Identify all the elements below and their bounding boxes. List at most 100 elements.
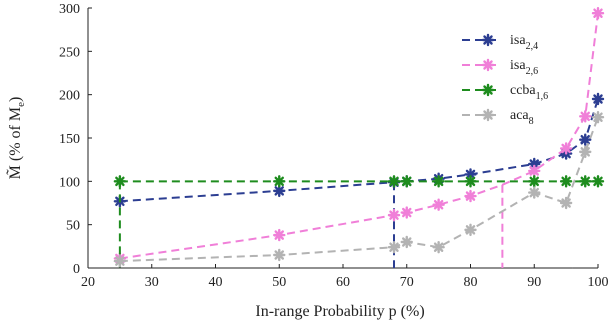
marker-core — [117, 178, 123, 184]
legend-marker — [481, 83, 495, 97]
marker-core — [485, 62, 491, 68]
data-point — [579, 175, 592, 188]
marker-core — [391, 244, 397, 250]
marker-core — [563, 200, 569, 206]
data-point — [528, 164, 541, 178]
legend-label: ccba1,6 — [510, 83, 548, 102]
marker-core — [467, 193, 474, 199]
y-axis-title-main: M̃ (% of M — [6, 107, 24, 179]
data-point — [387, 208, 401, 222]
data-point — [591, 110, 605, 124]
marker-core — [391, 178, 397, 184]
marker-core — [531, 190, 537, 196]
marker-core — [485, 87, 491, 93]
plot-area: 0 50 100 150 200 250 300 20 30 40 50 60 70 80 90 100 — [59, 2, 609, 290]
marker-core — [467, 178, 474, 184]
x-tick-label: 90 — [527, 275, 541, 290]
data-point — [464, 168, 477, 181]
data-point — [464, 175, 477, 188]
legend: isa2,4 isa2,6 ccba1,6 aca8 — [462, 33, 548, 127]
marker-core — [276, 178, 282, 184]
marker-core — [117, 258, 123, 264]
y-tick-label: 100 — [59, 175, 80, 190]
data-point — [591, 92, 605, 106]
marker-core — [563, 145, 569, 151]
legend-marker — [481, 108, 495, 122]
data-point — [273, 248, 286, 262]
data-point — [387, 240, 401, 254]
data-point — [432, 175, 445, 188]
x-tick-label: 70 — [400, 275, 414, 290]
marker-core — [595, 10, 601, 16]
data-point — [273, 228, 286, 242]
y-axis-title-close: ) — [7, 97, 24, 102]
data-point — [387, 175, 401, 188]
data-point — [591, 6, 605, 20]
data-point — [579, 110, 592, 123]
marker-core — [531, 161, 537, 167]
data-point — [464, 223, 477, 237]
legend-entry: isa2,4 — [462, 33, 538, 52]
y-tick-label: 0 — [73, 262, 80, 277]
marker-core — [582, 178, 588, 184]
data-point — [528, 175, 541, 188]
marker-core — [436, 202, 442, 208]
x-tick-label: 80 — [464, 275, 478, 290]
marker-core — [276, 232, 282, 238]
marker-core — [531, 178, 537, 184]
legend-marker — [481, 58, 495, 72]
marker-core — [276, 188, 282, 194]
marker-core — [467, 171, 474, 177]
legend-label: aca8 — [510, 108, 534, 127]
data-point — [113, 254, 127, 268]
data-point — [559, 196, 573, 210]
legend-entry: isa2,6 — [462, 58, 538, 77]
marker-core — [595, 178, 601, 184]
data-point — [273, 175, 286, 188]
marker-core — [436, 178, 442, 184]
marker-core — [595, 96, 601, 102]
series-ccba-1-6 — [113, 175, 605, 268]
y-tick-label: 200 — [59, 89, 80, 104]
x-tick-label: 30 — [145, 275, 159, 290]
data-point — [432, 240, 445, 254]
data-point — [528, 186, 541, 199]
data-point — [559, 175, 573, 188]
marker-core — [276, 252, 282, 258]
data-point — [432, 198, 445, 211]
marker-core — [436, 244, 442, 250]
legend-entry: aca8 — [462, 108, 534, 127]
y-tick-label: 300 — [59, 2, 80, 17]
legend-marker — [481, 33, 495, 47]
y-axis-title: M̃ (% of Me) — [6, 97, 27, 180]
series-line — [119, 116, 599, 263]
y-tick-label: 150 — [59, 132, 80, 147]
data-point — [464, 189, 477, 203]
series-aca-8 — [113, 110, 605, 268]
data-point — [400, 175, 413, 188]
data-point — [559, 142, 573, 155]
marker-core — [582, 137, 588, 143]
x-tick-label: 20 — [81, 275, 95, 290]
marker-core — [485, 37, 491, 43]
marker-core — [467, 227, 474, 233]
marker-core — [582, 149, 588, 155]
series-isa-2-6 — [113, 6, 605, 268]
y-tick-label: 50 — [66, 219, 80, 234]
x-tick-label: 100 — [588, 275, 609, 290]
marker-core — [595, 114, 601, 120]
y-tick-label: 250 — [59, 45, 80, 60]
marker-core — [563, 178, 569, 184]
x-tick-label: 50 — [272, 275, 286, 290]
marker-core — [404, 178, 410, 184]
series-line — [119, 98, 599, 203]
x-tick-label: 60 — [336, 275, 350, 290]
x-tick-label: 40 — [209, 275, 223, 290]
data-point — [591, 175, 605, 188]
data-point — [113, 175, 127, 188]
marker-core — [582, 113, 588, 119]
data-point — [579, 133, 592, 146]
y-axis-title-sub: e — [15, 102, 27, 107]
data-point — [579, 145, 592, 159]
